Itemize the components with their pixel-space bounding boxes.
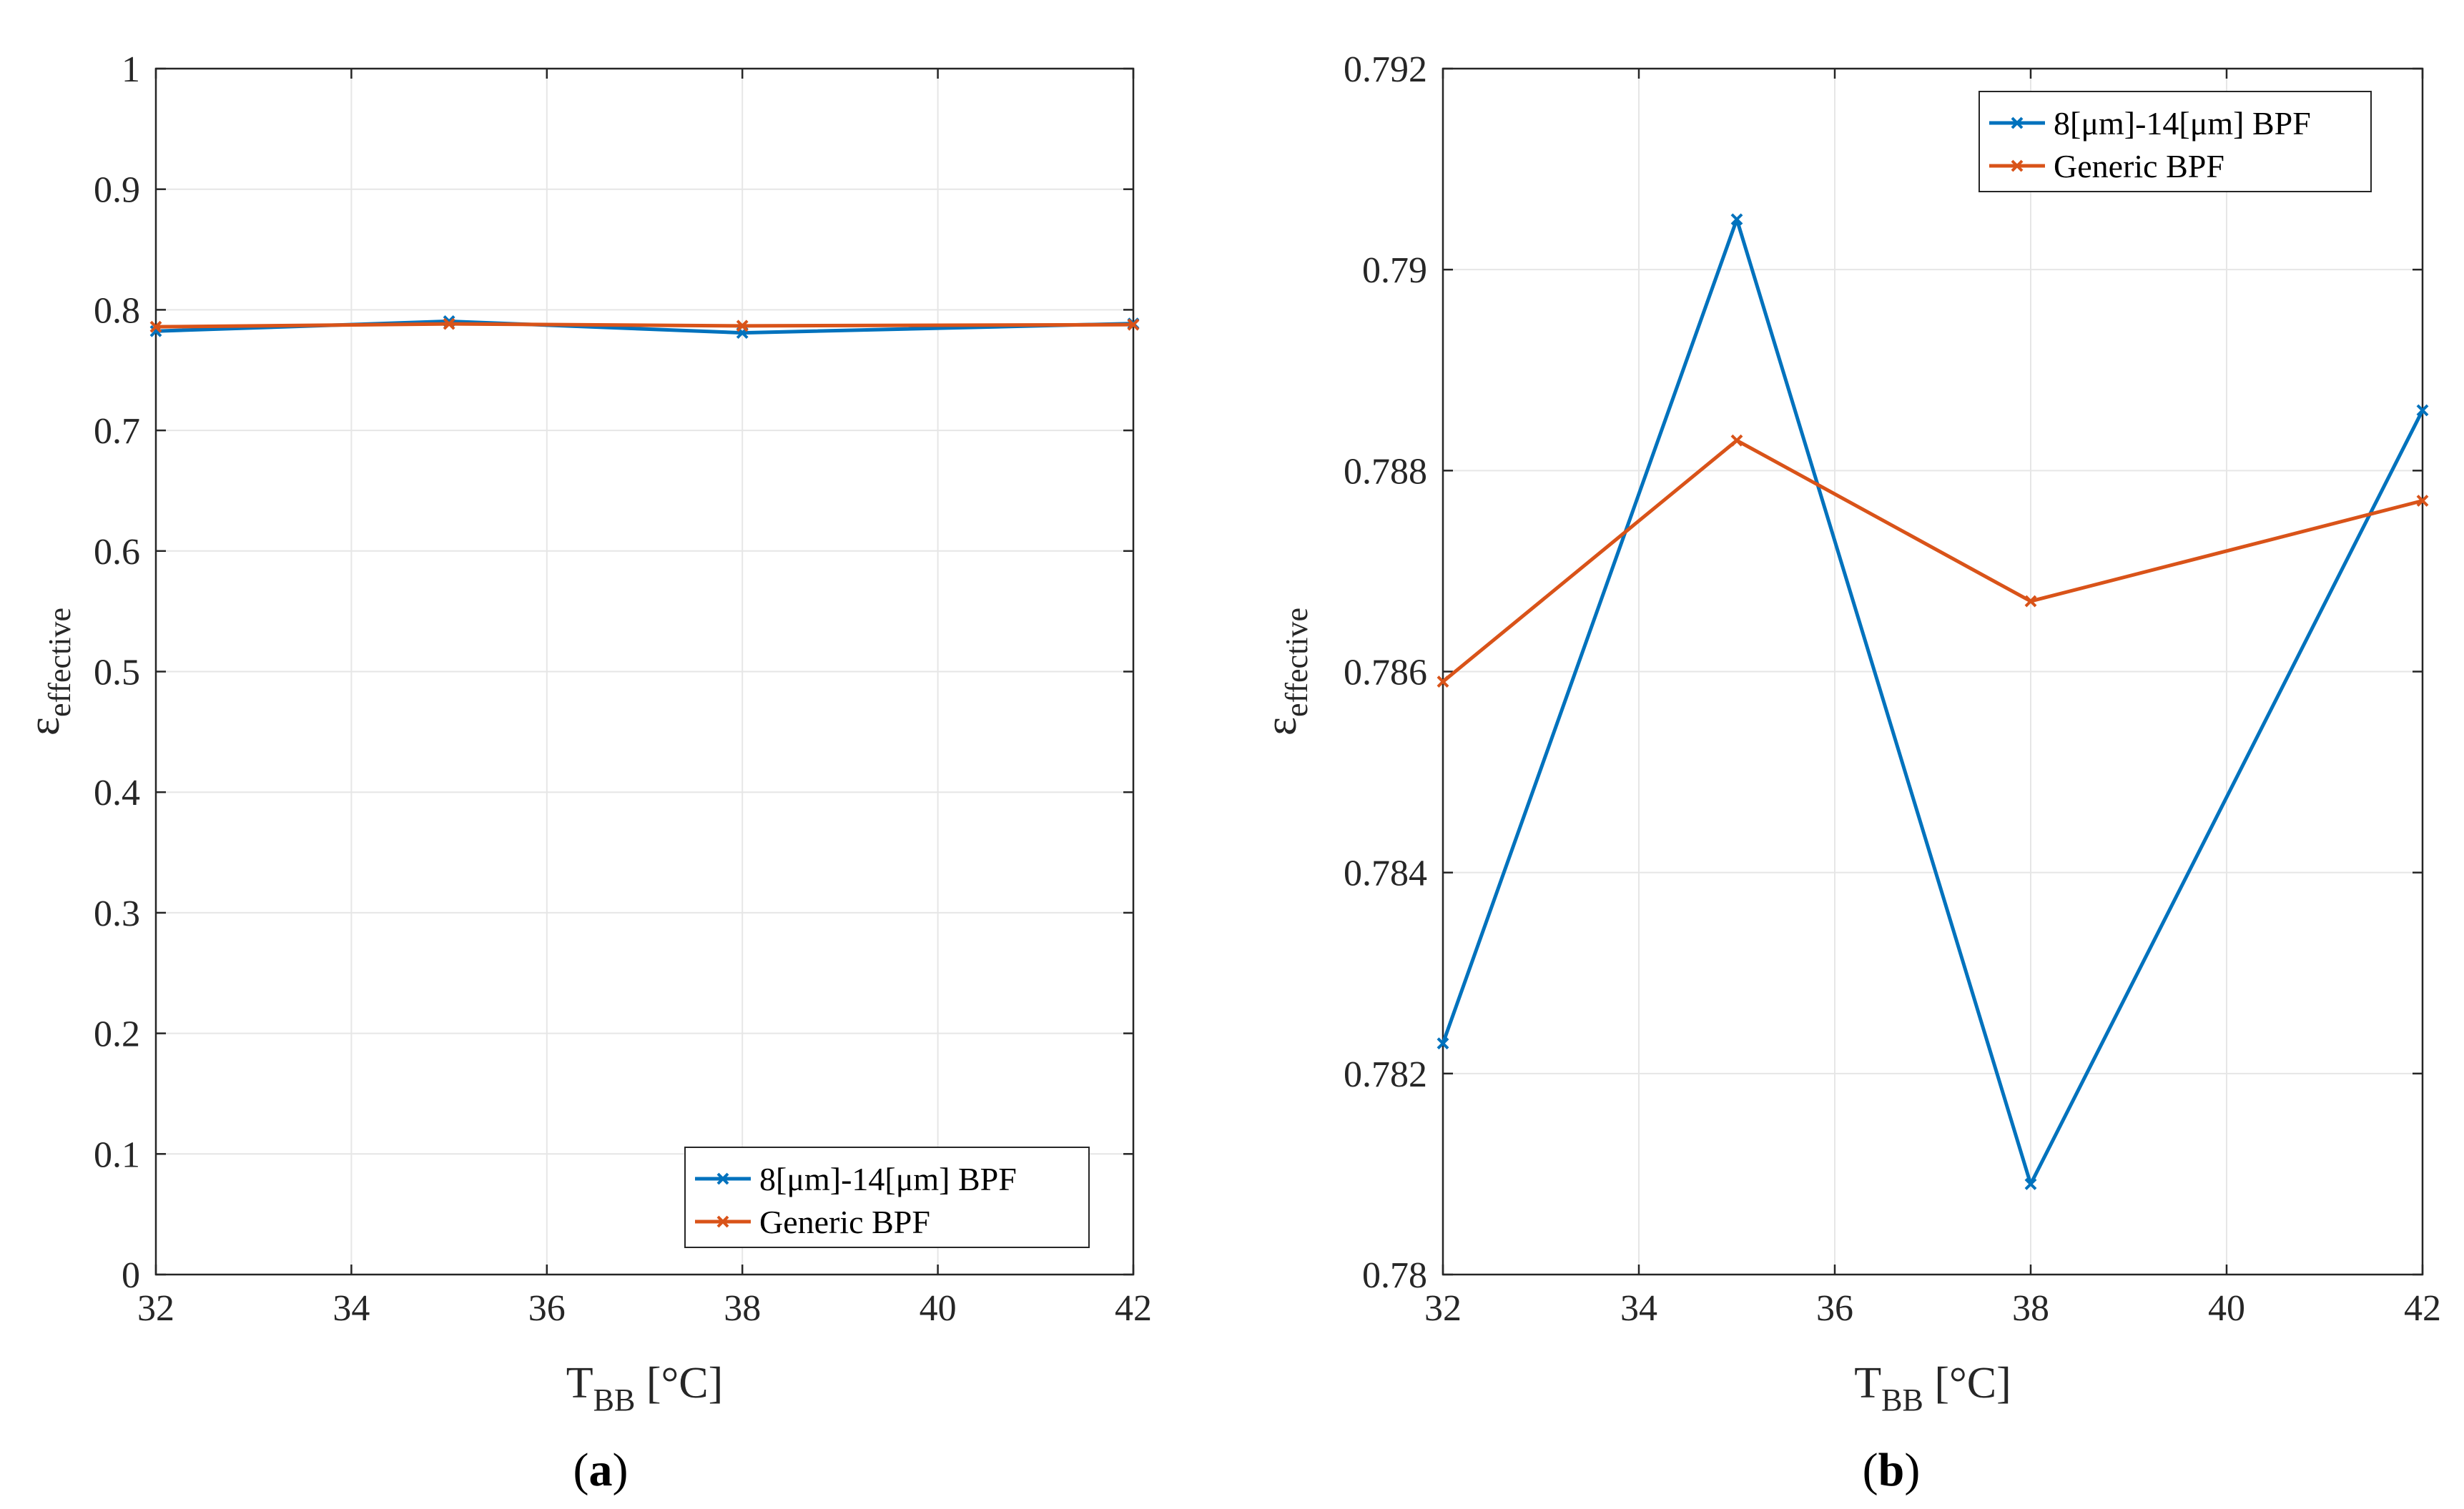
x-tick-label: 32 [1424, 1288, 1462, 1329]
legend-label-0: 8[μm]-14[μm] BPF [759, 1161, 1017, 1197]
panel-label-letter: b [1878, 1444, 1905, 1496]
legend-marker-1 [2011, 159, 2024, 172]
y-tick-label: 0.7 [94, 411, 140, 452]
legend-label-1: Generic BPF [759, 1204, 930, 1240]
x-tick-label: 42 [1115, 1288, 1152, 1329]
y-tick-label: 0.2 [94, 1014, 140, 1055]
y-tick-label: 0.4 [94, 773, 140, 813]
panel-label-close: ) [613, 1444, 629, 1496]
y-axis-title: εeffective [1257, 608, 1314, 736]
x-axis-title-main: T [566, 1359, 593, 1407]
panel-label: (b) [1863, 1444, 1921, 1496]
x-tick-label: 40 [2208, 1288, 2245, 1329]
y-axis-title-subscript: effective [42, 608, 77, 717]
x-tick-label: 32 [137, 1288, 174, 1329]
series-line-1 [155, 322, 1134, 329]
chart-panel-a: 32 34 36 38 40 42 0 0.1 0.2 0.3 0.4 0.5 0.6 0.7 0.8 0.9… [20, 49, 1152, 1496]
legend-marker-0 [716, 1172, 729, 1185]
x-axis-title-subscript: BB [1881, 1382, 1923, 1418]
y-tick-label: 0.786 [1344, 653, 1427, 693]
y-tick-label: 0.78 [1362, 1255, 1427, 1296]
y-tick-label: 0.5 [94, 653, 140, 693]
legend: 8[μm]-14[μm] BPF Generic BPF [684, 1147, 1090, 1248]
data-point-marker [2416, 495, 2429, 507]
legend-marker-0 [2011, 117, 2024, 129]
y-tick-label: 0.6 [94, 532, 140, 573]
data-point-marker [1730, 213, 1743, 226]
y-axis-title-subscript: effective [1279, 608, 1314, 717]
x-axis-title-main: T [1854, 1359, 1881, 1407]
x-tick-label: 38 [2012, 1288, 2049, 1329]
data-point-marker [1730, 434, 1743, 447]
y-tick-label: 0.79 [1362, 250, 1427, 291]
x-tick-label: 40 [920, 1288, 957, 1329]
panel-label-letter: a [589, 1444, 613, 1496]
x-axis-title-unit: [°C] [635, 1359, 723, 1407]
x-tick-label: 42 [2404, 1288, 2441, 1329]
x-axis-title-unit: [°C] [1923, 1359, 2011, 1407]
chart-panel-b: 32 34 36 38 40 42 0.78 0.782 0.784 0.786 0.788 0.79… [1257, 49, 2441, 1496]
x-tick-label: 34 [1620, 1288, 1657, 1329]
x-tick-label: 36 [528, 1288, 566, 1329]
panel-label-close: ) [1904, 1444, 1920, 1496]
y-tick-label: 1 [122, 49, 140, 90]
x-tick-label: 34 [332, 1288, 370, 1329]
series-line-0 [1441, 217, 2425, 1186]
y-tick-label: 0.788 [1344, 451, 1427, 492]
y-axis-title-main: ε [20, 717, 69, 736]
data-point-marker [736, 320, 749, 332]
data-point-marker [1127, 318, 1140, 331]
legend-box [1978, 91, 2372, 192]
x-axis-title-subscript: BB [593, 1382, 636, 1418]
y-tick-label: 0.792 [1344, 49, 1427, 90]
y-axis-title: εeffective [20, 608, 77, 736]
y-tick-label: 0 [122, 1255, 140, 1296]
y-tick-label: 0.1 [94, 1134, 140, 1175]
data-point-marker [149, 320, 162, 333]
legend-marker-1 [716, 1215, 729, 1228]
y-tick-label: 0.3 [94, 894, 140, 934]
legend: 8[μm]-14[μm] BPF Generic BPF [1978, 91, 2372, 192]
data-point-marker [1436, 676, 1449, 688]
y-tick-label: 0.784 [1344, 854, 1427, 894]
legend-label-0: 8[μm]-14[μm] BPF [2054, 105, 2311, 142]
legend-label-1: Generic BPF [2054, 148, 2224, 184]
panel-label-open: ( [1863, 1444, 1878, 1496]
y-axis-title-main: ε [1257, 717, 1306, 736]
x-axis-title: TBB [°C] [1854, 1359, 2011, 1418]
x-axis-title: TBB [°C] [566, 1359, 724, 1418]
data-point-marker [2416, 404, 2429, 417]
data-point-marker [2024, 595, 2037, 608]
panel-label: (a) [573, 1444, 629, 1496]
data-point-marker [443, 317, 455, 330]
series-line-1 [1442, 438, 2423, 683]
data-point-marker [2024, 1178, 2037, 1190]
y-tick-label: 0.9 [94, 170, 140, 211]
panel-label-open: ( [573, 1444, 589, 1496]
x-tick-label: 36 [1816, 1288, 1853, 1329]
legend-box [684, 1147, 1090, 1248]
y-tick-label: 0.782 [1344, 1054, 1427, 1095]
y-tick-label: 0.8 [94, 290, 140, 331]
x-tick-label: 38 [724, 1288, 761, 1329]
data-point-marker [1436, 1037, 1449, 1050]
